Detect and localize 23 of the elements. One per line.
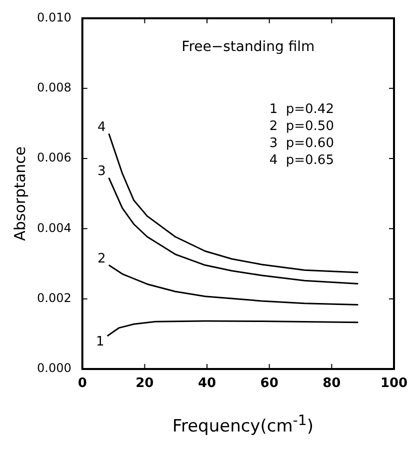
x-tick-label: 40 bbox=[198, 376, 216, 391]
x-tick-label: 100 bbox=[380, 376, 408, 391]
series-label: 4 bbox=[98, 120, 106, 135]
y-axis-title: Absorptance bbox=[10, 146, 29, 241]
series-label: 1 bbox=[96, 334, 104, 350]
series-label: 2 bbox=[98, 252, 106, 267]
annotation: 1 p=0.42 bbox=[269, 102, 334, 118]
text: Free−standing film bbox=[182, 38, 315, 55]
annotation: 3 p=0.60 bbox=[269, 136, 334, 152]
series-label: 3 bbox=[98, 164, 106, 180]
x-axis-title: Frequency(cm$^{-1}$) bbox=[171, 413, 315, 437]
y-tick-label: 0.004 bbox=[36, 220, 72, 235]
x-tick-label: 60 bbox=[260, 376, 278, 391]
x-tick-label: 0 bbox=[78, 376, 87, 391]
y-tick-label: 0.002 bbox=[36, 290, 72, 305]
y-tick-label: 0.010 bbox=[36, 10, 72, 24]
annotation: 4 p=0.65 bbox=[269, 153, 334, 168]
y-tick-label: 0.000 bbox=[36, 361, 72, 376]
annotation: 2 p=0.50 bbox=[269, 119, 334, 134]
y-tick-label: 0.006 bbox=[36, 150, 72, 165]
x-tick-label: 20 bbox=[136, 376, 154, 391]
x-tick-label: 80 bbox=[322, 376, 341, 391]
y-tick-label: 0.008 bbox=[36, 80, 72, 94]
